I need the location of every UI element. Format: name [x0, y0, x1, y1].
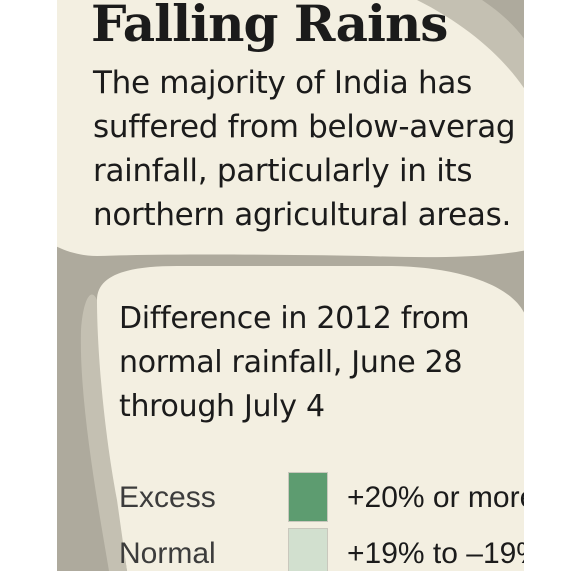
subtitle-line-3: through July 4	[119, 389, 325, 424]
infographic-panel: Falling Rains The majority of India has …	[57, 0, 524, 571]
subtitle-line-1: Difference in 2012 from	[119, 301, 470, 336]
legend-label-normal: Normal	[119, 537, 216, 570]
legend-swatch-excess	[288, 472, 328, 522]
legend-swatch-normal	[288, 528, 328, 571]
intro-line-2: suffered from below-averag	[93, 109, 516, 145]
lower-left-halo	[80, 294, 127, 571]
intro-line-3: rainfall, particularly in its	[93, 153, 473, 189]
intro-line-1: The majority of India has	[93, 65, 472, 101]
legend-label-excess: Excess	[119, 481, 216, 514]
lower-light-region	[97, 266, 524, 571]
legend-range-normal: +19% to –19%	[347, 537, 524, 570]
upper-halo	[417, 0, 524, 89]
intro-line-4: northern agricultural areas.	[93, 197, 512, 233]
map-background	[57, 0, 524, 571]
subtitle-line-2: normal rainfall, June 28	[119, 345, 463, 380]
legend-range-excess: +20% or more	[347, 481, 524, 514]
headline: Falling Rains	[91, 0, 448, 53]
upper-light-region	[57, 0, 524, 258]
